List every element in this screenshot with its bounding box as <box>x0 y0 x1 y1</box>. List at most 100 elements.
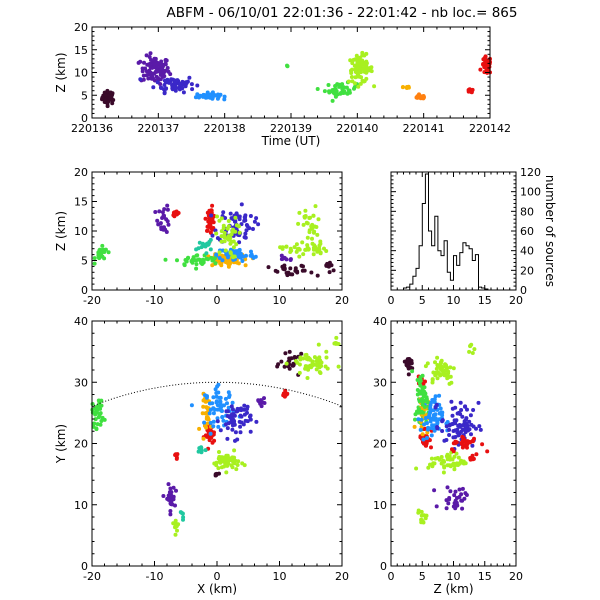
data-point <box>195 253 200 258</box>
data-point <box>369 69 374 74</box>
data-point <box>156 222 161 227</box>
data-point <box>96 253 101 258</box>
data-point <box>317 247 322 252</box>
data-point <box>447 433 452 437</box>
data-point <box>190 258 195 263</box>
data-point <box>215 403 220 408</box>
data-point <box>138 77 143 82</box>
data-point <box>254 216 259 221</box>
data-point <box>421 381 426 386</box>
data-point <box>467 439 472 444</box>
data-point <box>199 448 204 453</box>
data-point <box>281 391 286 396</box>
y-tick-label: 30 <box>74 376 88 389</box>
data-point <box>237 230 242 235</box>
data-point <box>202 420 207 425</box>
data-point <box>222 94 227 99</box>
data-point <box>482 55 487 60</box>
data-point <box>426 425 431 430</box>
data-point <box>470 351 475 355</box>
data-point <box>239 408 244 413</box>
y-tick-label: 100 <box>520 186 541 199</box>
y-tick-label: 5 <box>81 89 88 102</box>
data-point <box>211 257 216 262</box>
data-point <box>237 419 242 424</box>
y-tick-label: 0 <box>520 284 527 297</box>
y-tick-label: 40 <box>74 315 88 328</box>
data-point <box>315 87 320 91</box>
data-point <box>159 225 164 230</box>
data-point <box>156 76 160 81</box>
data-point <box>166 497 171 502</box>
data-point <box>440 410 445 415</box>
data-point <box>168 509 173 513</box>
data-point <box>418 377 423 382</box>
data-point <box>419 424 424 429</box>
data-point <box>252 219 257 224</box>
data-point <box>435 364 440 369</box>
data-point <box>227 456 232 461</box>
data-point <box>210 440 215 445</box>
data-point <box>287 358 292 363</box>
data-point <box>312 355 317 360</box>
data-point <box>243 213 248 218</box>
data-point <box>152 62 157 66</box>
data-point <box>442 464 447 469</box>
data-point <box>214 231 219 236</box>
data-point <box>232 254 237 259</box>
data-point <box>153 210 158 214</box>
data-point <box>310 236 314 241</box>
data-point <box>243 231 248 236</box>
data-point <box>456 423 461 428</box>
data-point <box>190 87 195 92</box>
data-point <box>155 218 160 223</box>
data-point <box>312 229 317 234</box>
data-point <box>464 493 469 497</box>
data-point <box>231 245 236 250</box>
data-point <box>195 83 200 88</box>
data-point <box>230 400 235 405</box>
data-point <box>417 398 422 403</box>
data-point <box>326 83 331 87</box>
data-point <box>361 79 366 84</box>
y-axis-label: Z (km) <box>54 211 68 251</box>
data-point <box>142 60 146 65</box>
data-point <box>460 434 465 439</box>
data-point <box>194 262 199 267</box>
data-point <box>211 406 216 411</box>
data-point <box>166 80 171 85</box>
data-point <box>262 401 267 405</box>
data-point <box>422 405 427 409</box>
data-point <box>200 411 205 416</box>
panel-xz: -20 -10 0 10 20 0 5 10 15 20 Z (km) <box>54 166 349 307</box>
data-point <box>144 73 149 78</box>
data-point <box>305 235 310 240</box>
data-point <box>175 258 179 263</box>
data-point <box>175 528 179 533</box>
data-point <box>288 266 293 271</box>
data-point <box>425 400 430 405</box>
data-point <box>168 486 173 491</box>
data-point <box>226 224 231 229</box>
data-point <box>218 460 223 465</box>
data-point <box>485 58 490 63</box>
data-point <box>161 494 166 498</box>
data-point <box>470 443 475 448</box>
data-point <box>429 400 433 405</box>
data-point <box>465 424 470 428</box>
data-point <box>245 410 249 415</box>
data-point <box>480 442 485 447</box>
data-point <box>141 77 146 82</box>
data-point <box>355 64 360 69</box>
data-point <box>165 219 170 224</box>
data-point <box>245 224 250 229</box>
data-point <box>205 394 209 399</box>
data-point <box>187 75 192 80</box>
data-point <box>293 268 298 273</box>
data-point <box>440 365 445 370</box>
data-point <box>425 436 429 440</box>
data-point <box>350 79 355 84</box>
data-point <box>441 470 446 475</box>
data-point <box>445 376 450 381</box>
data-point <box>452 493 457 498</box>
